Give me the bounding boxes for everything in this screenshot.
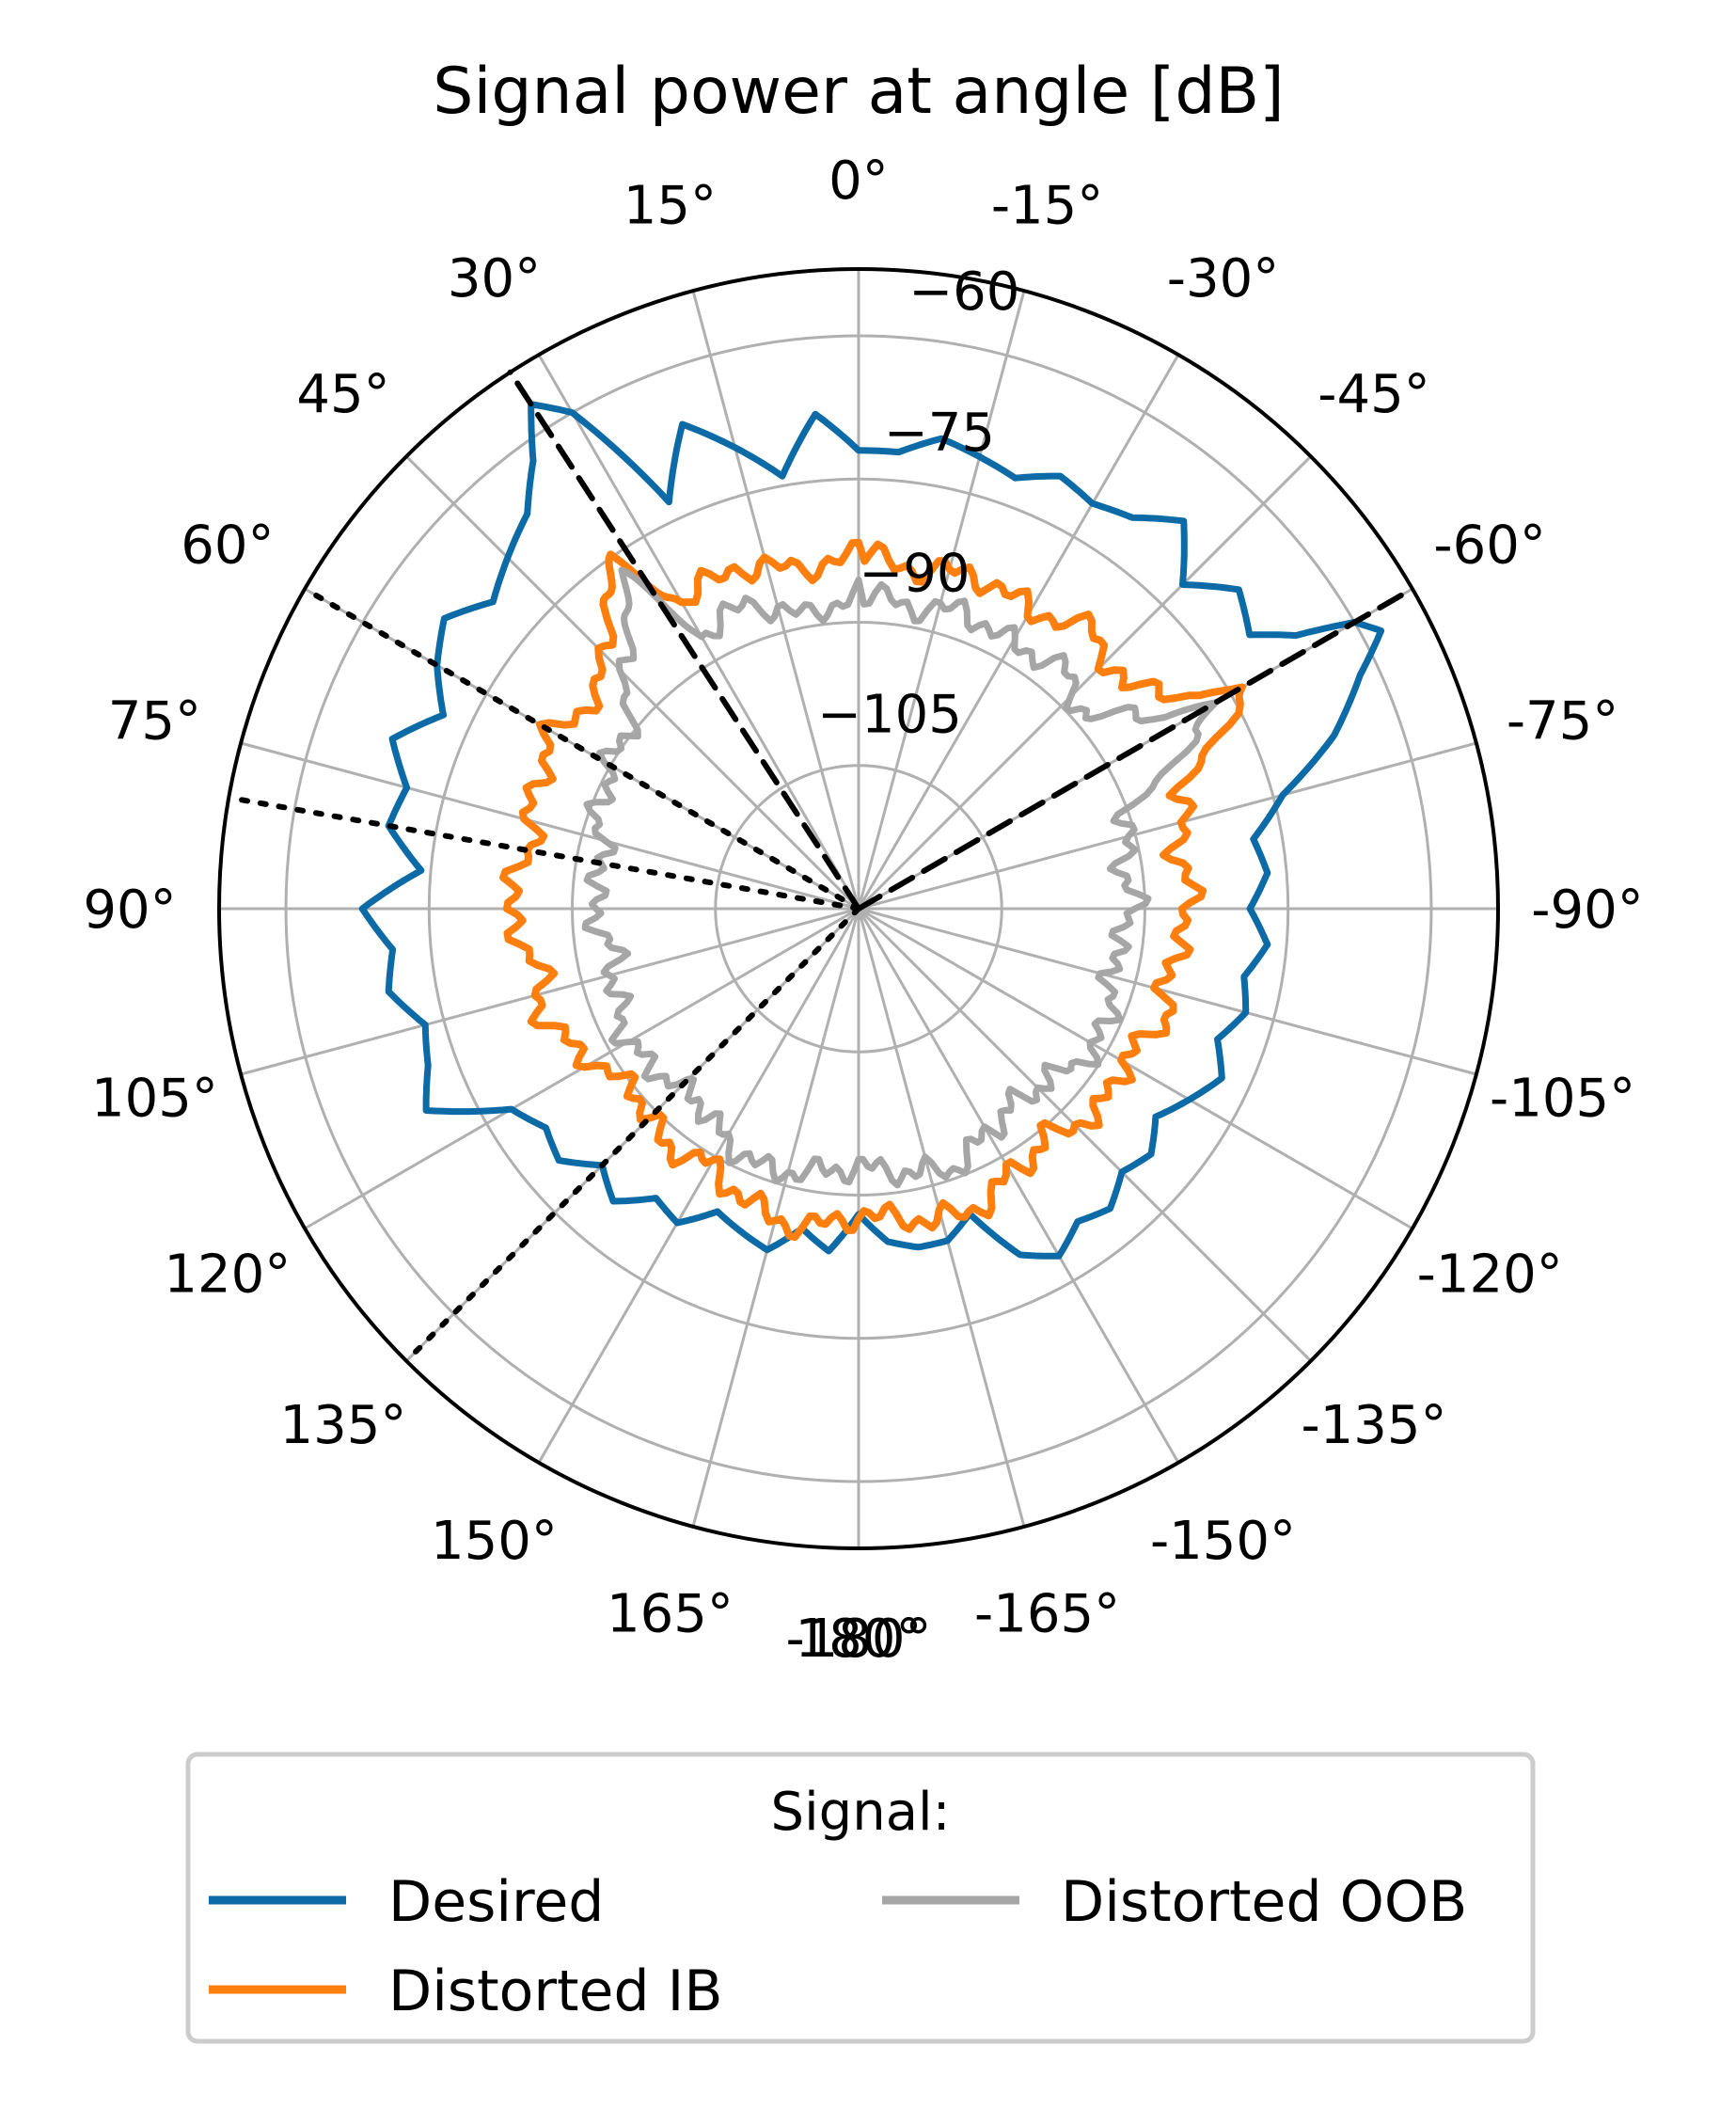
angle-tick-label: -15°: [991, 175, 1103, 236]
series-desired: [358, 401, 1385, 1260]
angle-tick-label: -105°: [1490, 1069, 1635, 1130]
angle-tick-label: 75°: [108, 690, 201, 752]
radial-tick-labels: −105 −90 −75 −60: [817, 262, 1019, 746]
polar-frame: [217, 267, 1500, 1550]
angle-tick-label: -165°: [974, 1584, 1120, 1645]
series-distorted-ib: [499, 538, 1246, 1242]
reference-lines: [226, 369, 1415, 1364]
angle-tick-label: 45°: [296, 364, 389, 425]
radial-tick-label: −60: [908, 262, 1019, 323]
dotted-reference-line: [226, 794, 861, 912]
angle-tick-label: -135°: [1301, 1395, 1446, 1456]
dotted-reference-line: [302, 586, 861, 912]
radial-tick-label: −105: [817, 685, 962, 746]
series-lines: [358, 401, 1385, 1260]
legend-frame: [185, 1752, 1536, 2044]
angle-tick-label: 105°: [91, 1069, 218, 1130]
legend: Signal: Desired Distorted IB Distorted O…: [185, 1752, 1536, 2044]
series-distorted-oob: [581, 566, 1220, 1189]
dashed-reference-line: [856, 586, 1415, 912]
angle-tick-label: -45°: [1318, 364, 1429, 425]
angle-tick-label: 60°: [181, 515, 274, 577]
dashed-reference-line: [507, 369, 861, 912]
legend-label-distorted-ib: Distorted IB: [388, 1958, 723, 2024]
angle-tick-label: -120°: [1417, 1245, 1563, 1306]
angle-tick-labels: 0° 15° 30° 45° 60° 75° 90° 105° 120° 135° 150° 165°…: [83, 151, 1643, 1670]
radial-tick-label: −90: [859, 544, 970, 605]
angle-tick-label: 150°: [431, 1511, 558, 1572]
angular-gridline: [857, 455, 1312, 911]
legend-title: Signal:: [771, 1782, 951, 1843]
angle-tick-label: 15°: [623, 175, 717, 236]
angle-tick-label: -180°: [785, 1609, 931, 1670]
angle-tick-label: 180°: [796, 1609, 923, 1670]
angular-gridline: [857, 354, 1180, 910]
angular-gridline: [240, 907, 860, 1076]
angle-tick-label: -90°: [1531, 880, 1643, 941]
angle-tick-label: 90°: [83, 880, 176, 941]
angle-tick-label: -30°: [1167, 248, 1279, 309]
legend-label-distorted-oob: Distorted OOB: [1061, 1869, 1467, 1935]
angular-gridline: [240, 741, 860, 911]
angle-tick-label: 165°: [607, 1584, 734, 1645]
legend-label-desired: Desired: [388, 1869, 604, 1935]
radial-tick-label: −75: [884, 403, 995, 464]
angle-tick-label: -75°: [1507, 690, 1618, 752]
angular-gridline: [857, 908, 1180, 1464]
angle-tick-label: -150°: [1150, 1511, 1296, 1572]
angular-gridline: [691, 290, 860, 910]
angular-gridline: [857, 290, 1026, 910]
angular-gridline: [857, 907, 1312, 1362]
angular-gridline: [858, 907, 1477, 1076]
angle-tick-label: -60°: [1433, 515, 1545, 577]
chart-title: Signal power at angle [dB]: [433, 55, 1284, 129]
angle-tick-label: 120°: [164, 1245, 291, 1306]
angle-tick-label: 0°: [829, 151, 889, 212]
angle-tick-label: 30°: [448, 248, 541, 309]
angular-gridline: [537, 908, 860, 1464]
angular-gridline: [858, 741, 1477, 911]
dotted-reference-line: [403, 906, 861, 1364]
angle-tick-label: 135°: [280, 1395, 407, 1456]
angular-gridline: [858, 907, 1413, 1230]
angular-gridline: [405, 455, 860, 911]
